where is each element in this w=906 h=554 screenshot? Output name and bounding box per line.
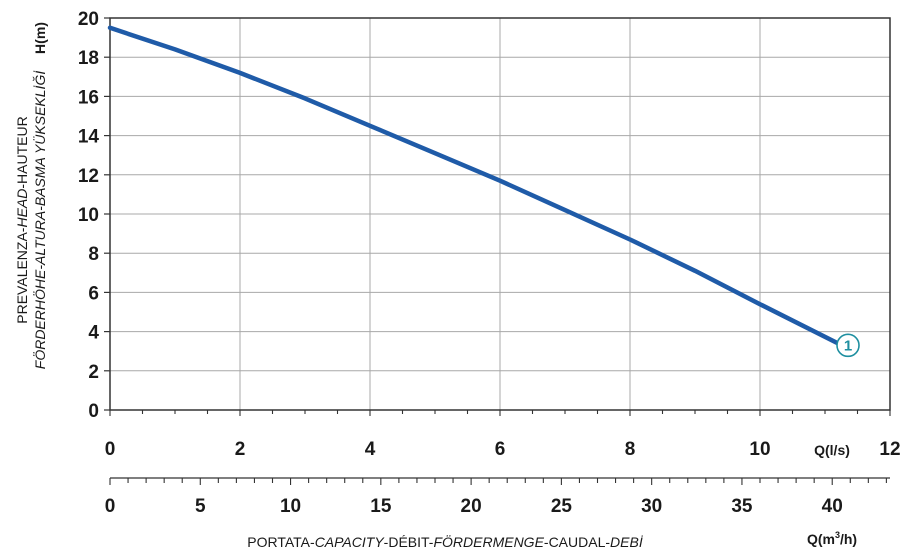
y-axis-label-line2: FÖRDERHÖHE-ALTURA-BASMA YÜKSEKLİĞİ — [31, 70, 48, 370]
y-tick-label: 2 — [88, 362, 99, 383]
x2-tick-label: 15 — [370, 496, 392, 517]
x2-tick-label: 5 — [195, 496, 206, 517]
x-tick-label: 8 — [625, 439, 636, 460]
x-axis-ticks: 0 2 4 6 8 10 12 — [105, 410, 901, 460]
x-tick-label: 2 — [235, 439, 246, 460]
x-axis-label-part: CAPACITY — [315, 534, 386, 550]
y-tick-label: 20 — [78, 9, 99, 30]
x2-tick-label: 20 — [461, 496, 482, 517]
y-tick-label: 14 — [78, 127, 100, 148]
y-tick-label: 18 — [78, 48, 99, 69]
x-tick-label: 6 — [495, 439, 506, 460]
y-tick-label: 4 — [88, 323, 99, 344]
y-axis-unit: H(m) — [32, 22, 48, 54]
x-tick-label: 10 — [749, 439, 770, 460]
x2-tick-label: 0 — [105, 496, 116, 517]
x-axis-label: PORTATA-CAPACITY-DÉBIT-FÖRDERMENGE-CAUDA… — [247, 533, 644, 550]
x-axis-secondary-unit-sup: 3 — [835, 530, 840, 540]
x2-tick-label: 10 — [280, 496, 301, 517]
grid-lines — [110, 18, 890, 410]
x-tick-label: 4 — [365, 439, 376, 460]
secondary-x-axis: 0 5 10 15 20 25 30 35 40 — [105, 477, 890, 517]
series-layer: 1 — [107, 25, 860, 358]
series-end-label: 1 — [844, 337, 852, 354]
x2-tick-label: 25 — [551, 496, 573, 517]
x-axis-secondary-unit-tail: /h) — [840, 531, 857, 547]
x-axis-label-part: FÖRDERMENGE — [433, 533, 544, 550]
y-axis-label-part: PREVALENZA- — [14, 227, 30, 324]
x-tick-label: 0 — [105, 439, 116, 460]
y-tick-label: 0 — [88, 401, 99, 422]
x-tick-label: 12 — [879, 439, 900, 460]
y-axis-ticks: 0 2 4 6 8 10 12 14 16 18 20 — [78, 9, 110, 422]
x2-tick-label: 40 — [822, 496, 843, 517]
y-tick-label: 10 — [78, 205, 99, 226]
x-axis-label-part: -DÉBIT- — [384, 534, 434, 550]
y-tick-label: 16 — [78, 87, 99, 108]
series-end-marker — [836, 333, 860, 358]
x2-tick-label: 30 — [641, 496, 662, 517]
series-line — [107, 25, 841, 346]
y-tick-label: 8 — [88, 244, 99, 265]
x-axis-primary-unit: Q(l/s) — [814, 442, 850, 458]
x-axis-label-part: DEBİ — [610, 534, 644, 550]
y-axis-label-line1: PREVALENZA-HEAD-HAUTEUR — [14, 116, 30, 323]
x-axis-label-part: PORTATA- — [247, 534, 315, 550]
x-axis-secondary-unit-base: Q(m — [807, 531, 835, 547]
x2-tick-label: 35 — [731, 496, 753, 517]
y-tick-label: 6 — [88, 283, 99, 304]
y-axis-label-part: -HAUTEUR — [14, 116, 30, 188]
x-axis-secondary-unit: Q(m3/h) — [807, 530, 857, 547]
x-axis-label-part: -CAUDAL- — [544, 534, 610, 550]
y-axis-label-part: HEAD — [14, 189, 30, 228]
y-tick-label: 12 — [78, 166, 99, 187]
